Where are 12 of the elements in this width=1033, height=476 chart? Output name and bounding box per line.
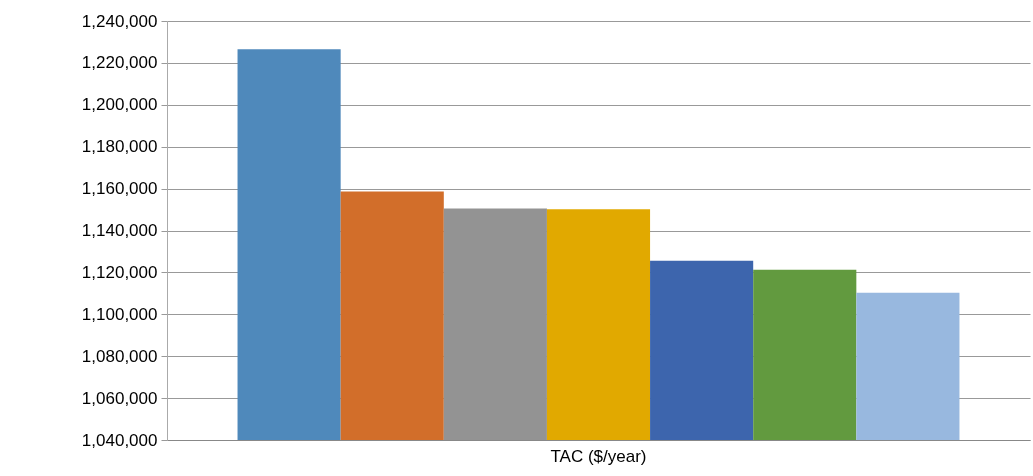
y-tick-label: 1,040,000 bbox=[81, 430, 158, 450]
y-tick-label: 1,220,000 bbox=[81, 53, 158, 73]
y-tick-label: 1,140,000 bbox=[81, 221, 158, 240]
y-tick-label: 1,060,000 bbox=[81, 388, 158, 408]
y-tick-label: 1,100,000 bbox=[81, 304, 158, 324]
y-tick-label: 1,160,000 bbox=[81, 179, 158, 199]
x-tick-label: TAC ($/year) bbox=[550, 446, 647, 466]
y-tick-label: 1,240,000 bbox=[81, 11, 158, 31]
y-tick-label: 1,200,000 bbox=[81, 95, 158, 115]
y-tick-label: 1,080,000 bbox=[81, 346, 158, 366]
y-tick-label: 1,120,000 bbox=[81, 262, 158, 282]
y-tick-label: 1,180,000 bbox=[81, 137, 158, 157]
